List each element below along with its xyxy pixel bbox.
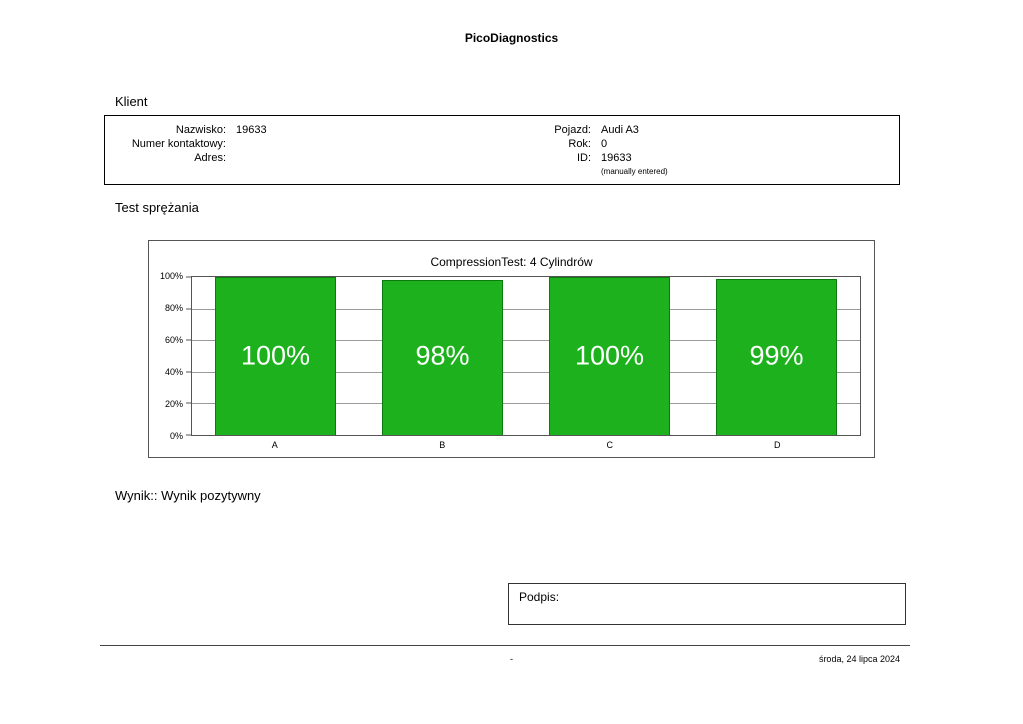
field-value-rok: 0 <box>601 138 608 150</box>
client-section-heading: Klient <box>115 94 148 109</box>
y-tick-label: 60% <box>164 335 183 345</box>
field-label-id: ID: <box>576 152 591 164</box>
signature-label: Podpis: <box>519 590 560 604</box>
x-axis-labels: A B C D <box>191 440 861 450</box>
bar-slot-b: 98% <box>359 277 526 435</box>
bars-area: 100% 98% 100% 99% <box>192 277 860 435</box>
y-tick-label: 20% <box>164 399 183 409</box>
x-tick-label-a: A <box>271 440 278 450</box>
footer-date: środa, 24 lipca 2024 <box>818 654 900 664</box>
field-value-nazwisko: 19633 <box>236 124 267 136</box>
y-tick-label: 40% <box>164 367 183 377</box>
field-adres: Adres: <box>105 151 267 165</box>
y-tick-mark <box>186 371 191 373</box>
field-value-id: 19633 <box>601 152 632 164</box>
y-tick-mark <box>186 276 191 278</box>
field-value-pojazd: Audi A3 <box>601 124 639 136</box>
field-pojazd: Pojazd: Audi A3 <box>525 123 668 137</box>
bar-slot-c: 100% <box>526 277 693 435</box>
y-tick-mark <box>186 434 191 436</box>
bar-slot-d: 99% <box>693 277 860 435</box>
bar-value-label-a: 100% <box>240 340 311 371</box>
x-tick-label-c: C <box>606 440 614 450</box>
result-text: Wynik:: Wynik pozytywny <box>115 488 261 503</box>
bar-value-label-b: 98% <box>415 340 470 371</box>
y-tick-label: 100% <box>159 271 183 281</box>
signature-box: Podpis: <box>508 583 906 625</box>
compression-bar-a <box>215 277 336 435</box>
field-numer-kontaktowy: Numer kontaktowy: <box>105 137 267 151</box>
test-section-heading: Test sprężania <box>115 200 199 215</box>
compression-bar-c <box>549 277 670 435</box>
x-tick-label-d: D <box>774 440 781 450</box>
report-title: PicoDiagnostics <box>464 31 559 45</box>
field-rok: Rok: 0 <box>525 137 668 151</box>
y-tick-mark <box>186 308 191 310</box>
field-label-adres: Adres: <box>194 152 226 164</box>
footer-page-marker: - <box>510 654 513 664</box>
field-nazwisko: Nazwisko: 19633 <box>105 123 267 137</box>
bar-slot-a: 100% <box>192 277 359 435</box>
field-id-note: (manually entered) <box>601 167 668 176</box>
gridline <box>192 340 860 342</box>
y-axis-labels: 100% 80% 60% 40% 20% 0% <box>149 271 189 441</box>
y-tick-label: 80% <box>164 303 183 313</box>
field-label-pojazd: Pojazd: <box>554 124 591 136</box>
footer-divider <box>100 645 910 646</box>
client-fields-right: Pojazd: Audi A3 Rok: 0 ID: 19633 (manual… <box>525 123 668 179</box>
bar-value-label-c: 100% <box>574 340 645 371</box>
compression-bar-d <box>716 278 837 435</box>
compression-test-chart: CompressionTest: 4 Cylindrów 100% 80% 60% 4… <box>148 240 875 458</box>
y-tick-mark <box>186 339 191 341</box>
x-tick-label-b: B <box>439 440 446 450</box>
y-tick-label: 0% <box>169 431 183 441</box>
client-info-box: Nazwisko: 19633 Numer kontaktowy: Adres:… <box>104 115 900 185</box>
field-label-numer-kontaktowy: Numer kontaktowy: <box>131 138 226 150</box>
gridline <box>192 308 860 310</box>
chart-title: CompressionTest: 4 Cylindrów <box>430 255 593 269</box>
chart-plot: 100% 98% 100% 99% <box>186 276 861 436</box>
field-label-nazwisko: Nazwisko: <box>175 124 226 136</box>
gridline <box>192 371 860 373</box>
bar-value-label-d: 99% <box>749 340 804 371</box>
gridline <box>192 403 860 405</box>
y-tick-mark <box>186 402 191 404</box>
field-id: ID: 19633 <box>525 151 668 165</box>
compression-bar-b <box>382 280 503 435</box>
client-fields-left: Nazwisko: 19633 Numer kontaktowy: Adres: <box>105 123 267 165</box>
field-label-rok: Rok: <box>568 138 591 150</box>
